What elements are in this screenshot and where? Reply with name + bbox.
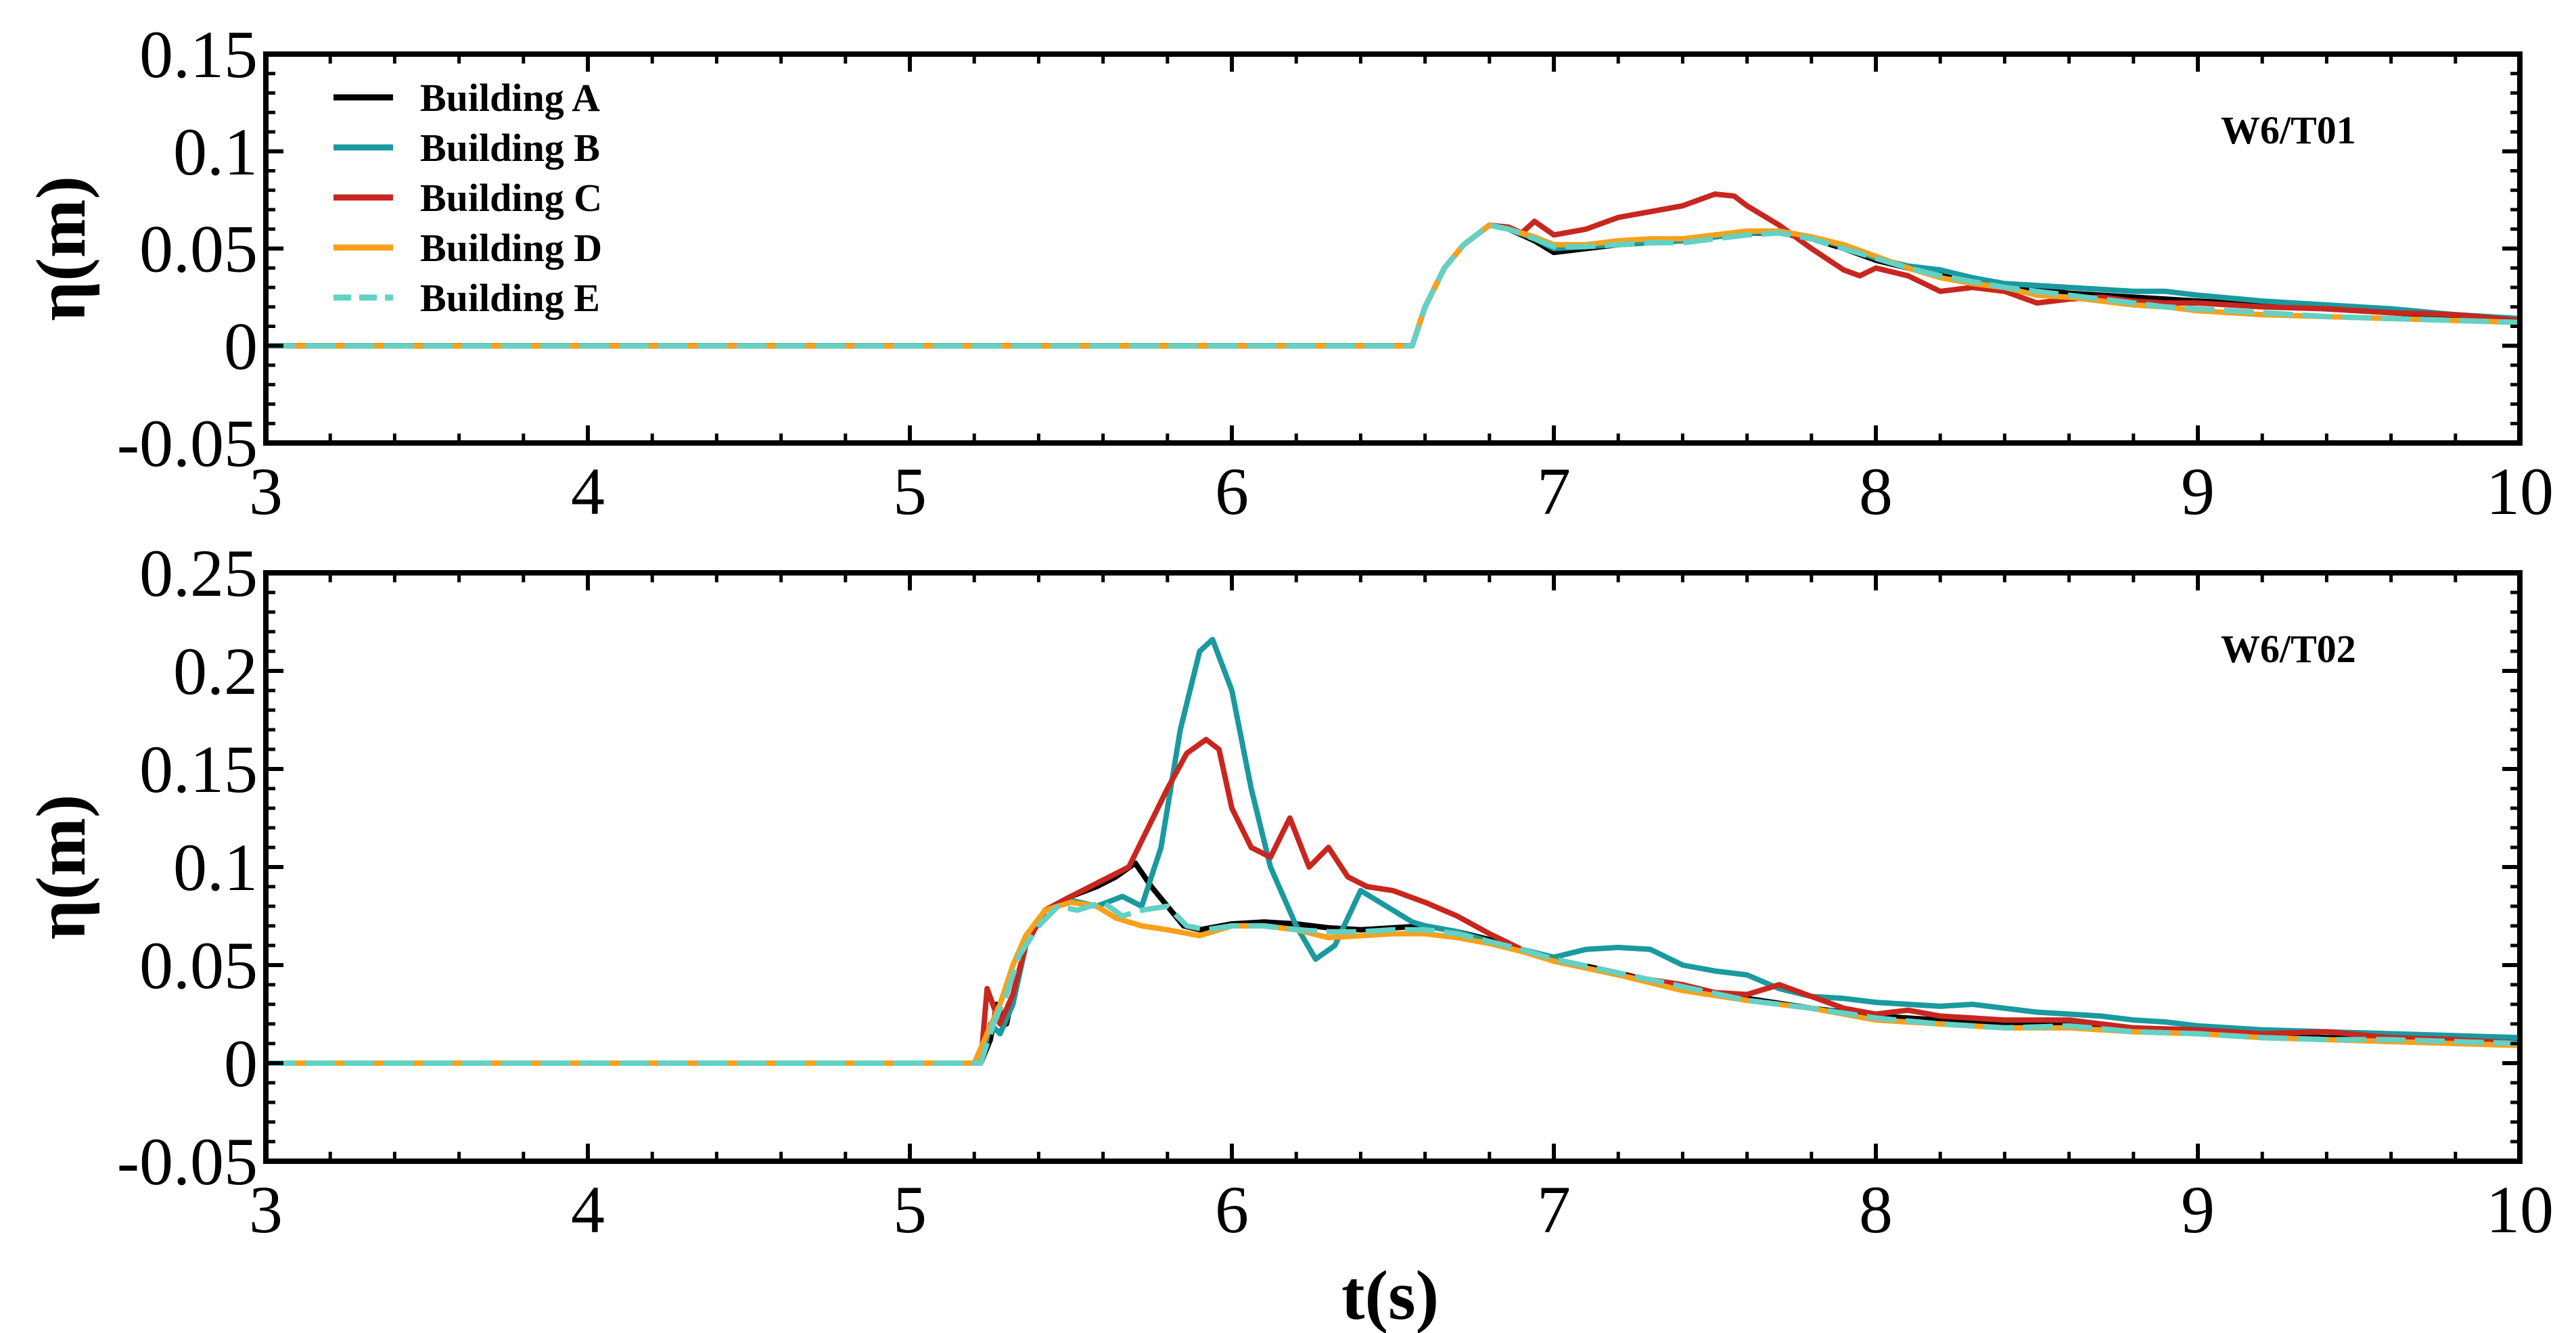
y-axis-label: η(m): [22, 795, 100, 940]
x-tick-label: 7: [1537, 1172, 1571, 1247]
y-tick-label: 0.1: [173, 114, 258, 189]
x-tick-label: 4: [571, 1172, 605, 1247]
series-line-building-a: [263, 223, 2523, 349]
series-line-building-b: [263, 636, 2523, 1066]
y-tick-label: -0.05: [117, 406, 258, 481]
x-tick-label: 8: [1859, 454, 1893, 529]
series-line-building-e: [266, 223, 2521, 349]
x-tick-label: 6: [1215, 1172, 1249, 1247]
x-tick-label: 3: [249, 1172, 283, 1247]
series-line-building-d: [263, 223, 2523, 349]
ticks-layer: 3 4 5 6 7 8 9 10 -0.05 0 0.05 0.1 0.15 0.2 0.25: [117, 536, 2554, 1247]
series-layer: [263, 636, 2523, 1066]
x-tick-label: 9: [2181, 1172, 2215, 1247]
x-tick-label: 5: [893, 1172, 927, 1247]
x-tick-label: 5: [893, 454, 927, 529]
series-line-building-c: [263, 191, 2523, 349]
y-tick-label: -0.05: [117, 1124, 258, 1199]
panel-w6-t02: 3 4 5 6 7 8 9 10 -0.05 0 0.05 0.1 0.15 0.2 0.25 W6/T02…: [22, 536, 2554, 1333]
x-tick-label: 7: [1537, 454, 1571, 529]
panel-w6-t01: 3 4 5 6 7 8 9 10 -0.05 0 0.05 0.1 0.15 W6/T01 η(m) B…: [22, 17, 2554, 529]
series-line-building-c: [263, 736, 2523, 1066]
y-axis-label: η(m): [22, 176, 100, 321]
x-tick-label: 3: [249, 454, 283, 529]
y-tick-label: 0.05: [139, 212, 258, 287]
y-tick-label: 0: [224, 1026, 258, 1101]
y-tick-label: 0.25: [139, 536, 258, 611]
plot-frame: [263, 570, 2523, 1164]
x-tick-label: 4: [571, 454, 605, 529]
x-tick-label: 6: [1215, 454, 1249, 529]
legend-label: Building A: [420, 76, 600, 120]
y-tick-label: 0.15: [139, 732, 258, 807]
legend: Building A Building B Building C Building D…: [334, 76, 602, 320]
series-layer: [263, 191, 2523, 349]
y-tick-label: 0.1: [173, 830, 258, 905]
x-tick-label: 9: [2181, 454, 2215, 529]
x-tick-label: 10: [2486, 1172, 2554, 1247]
panel-label: W6/T01: [2221, 108, 2356, 152]
panel-label: W6/T02: [2221, 627, 2356, 671]
legend-label: Building B: [420, 126, 600, 170]
x-tick-label: 8: [1859, 1172, 1893, 1247]
legend-label: Building E: [420, 276, 600, 320]
y-tick-label: 0: [224, 308, 258, 383]
series-line-building-e: [266, 899, 2521, 1066]
x-axis-label: t(s): [1341, 1257, 1439, 1333]
series-line-building-b: [263, 223, 2523, 349]
y-tick-label: 0.2: [173, 634, 258, 709]
plot-frame: [263, 51, 2523, 446]
legend-label: Building C: [420, 176, 602, 220]
x-tick-label: 10: [2486, 454, 2554, 529]
y-tick-label: 0.15: [139, 17, 258, 92]
y-tick-label: 0.05: [139, 928, 258, 1003]
legend-label: Building D: [420, 226, 602, 270]
